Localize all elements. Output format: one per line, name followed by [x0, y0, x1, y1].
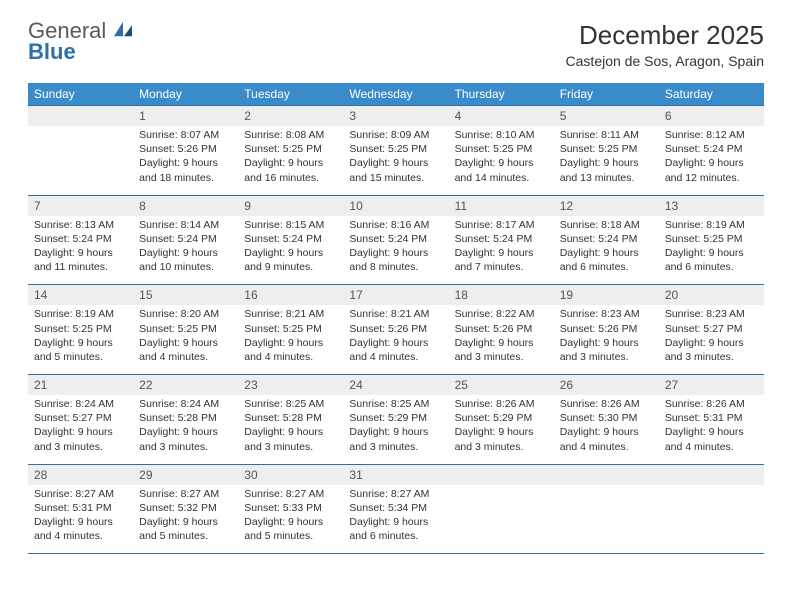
day-header: Monday — [133, 83, 238, 106]
day-num: 22 — [133, 375, 238, 396]
day-num: 30 — [238, 464, 343, 485]
day-info: Sunrise: 8:25 AMSunset: 5:28 PMDaylight:… — [238, 395, 343, 464]
day-num: 13 — [659, 195, 764, 216]
day-header: Wednesday — [343, 83, 448, 106]
day-info: Sunrise: 8:14 AMSunset: 5:24 PMDaylight:… — [133, 216, 238, 285]
day-info — [659, 485, 764, 554]
day-info: Sunrise: 8:21 AMSunset: 5:26 PMDaylight:… — [343, 305, 448, 374]
day-num: 10 — [343, 195, 448, 216]
day-num: 18 — [449, 285, 554, 306]
day-info: 25 — [449, 375, 554, 396]
day-num: 27 — [659, 375, 764, 396]
day-info: Sunrise: 8:25 AMSunset: 5:29 PMDaylight:… — [343, 395, 448, 464]
day-header: Tuesday — [238, 83, 343, 106]
day-num: 26 — [554, 375, 659, 396]
day-info: Sunrise: 8:12 AMSunset: 5:24 PMDaylight:… — [659, 126, 764, 195]
day-num: 11 — [449, 195, 554, 216]
week-info: Sunrise: 8:19 AMSunset: 5:25 PMDaylight:… — [28, 305, 764, 374]
day-info: Sunrise: 8:27 AMSunset: 5:33 PMDaylight:… — [238, 485, 343, 554]
week-nums: 7 8 9 10 11 12 13 — [28, 195, 764, 216]
day-info: Sunrise: 8:27 AMSunset: 5:32 PMDaylight:… — [133, 485, 238, 554]
day-info: Sunrise: 8:17 AMSunset: 5:24 PMDaylight:… — [449, 216, 554, 285]
day-num: 8 — [133, 195, 238, 216]
day-num: 21 — [28, 375, 133, 396]
location: Castejon de Sos, Aragon, Spain — [566, 53, 764, 69]
day-info: Sunrise: 8:24 AMSunset: 5:27 PMDaylight:… — [28, 395, 133, 464]
day-info: Sunrise: 8:13 AMSunset: 5:24 PMDaylight:… — [28, 216, 133, 285]
day-info: Sunrise: 8:26 AMSunset: 5:30 PMDaylight:… — [554, 395, 659, 464]
day-num — [449, 464, 554, 485]
day-info: Sunrise: 8:08 AMSunset: 5:25 PMDaylight:… — [238, 126, 343, 195]
week-info: Sunrise: 8:07 AMSunset: 5:26 PMDaylight:… — [28, 126, 764, 195]
day-num: 2 — [238, 106, 343, 127]
day-info — [554, 485, 659, 554]
logo-line2: Blue — [28, 39, 76, 64]
day-num — [554, 464, 659, 485]
week-nums: 28 29 30 31 — [28, 464, 764, 485]
day-info: Sunrise: 8:19 AMSunset: 5:25 PMDaylight:… — [659, 216, 764, 285]
day-info — [28, 126, 133, 195]
logo-text: General Blue — [28, 20, 134, 63]
logo: General Blue — [28, 20, 134, 63]
title-block: December 2025 Castejon de Sos, Aragon, S… — [566, 20, 764, 69]
day-info: Sunrise: 8:07 AMSunset: 5:26 PMDaylight:… — [133, 126, 238, 195]
day-num: 29 — [133, 464, 238, 485]
page-title: December 2025 — [566, 20, 764, 51]
day-num: 12 — [554, 195, 659, 216]
day-num: 1 — [133, 106, 238, 127]
day-header-row: Sunday Monday Tuesday Wednesday Thursday… — [28, 83, 764, 106]
day-num — [28, 106, 133, 127]
day-num: 4 — [449, 106, 554, 127]
day-num: 20 — [659, 285, 764, 306]
day-info: Sunrise: 8:15 AMSunset: 5:24 PMDaylight:… — [238, 216, 343, 285]
day-num: 7 — [28, 195, 133, 216]
day-header: Saturday — [659, 83, 764, 106]
day-info: Sunrise: 8:16 AMSunset: 5:24 PMDaylight:… — [343, 216, 448, 285]
week-nums: 14 15 16 17 18 19 20 — [28, 285, 764, 306]
week-info: Sunrise: 8:27 AMSunset: 5:31 PMDaylight:… — [28, 485, 764, 554]
week-info: Sunrise: 8:13 AMSunset: 5:24 PMDaylight:… — [28, 216, 764, 285]
day-info: Sunrise: 8:23 AMSunset: 5:27 PMDaylight:… — [659, 305, 764, 374]
day-info: Sunrise: 8:19 AMSunset: 5:25 PMDaylight:… — [28, 305, 133, 374]
day-info: Sunrise: 8:11 AMSunset: 5:25 PMDaylight:… — [554, 126, 659, 195]
day-num: 16 — [238, 285, 343, 306]
day-info: Sunrise: 8:09 AMSunset: 5:25 PMDaylight:… — [343, 126, 448, 195]
day-num — [659, 464, 764, 485]
day-num: 14 — [28, 285, 133, 306]
day-num: 17 — [343, 285, 448, 306]
day-info: Sunrise: 8:27 AMSunset: 5:34 PMDaylight:… — [343, 485, 448, 554]
day-num: 23 — [238, 375, 343, 396]
week-info: Sunrise: 8:24 AMSunset: 5:27 PMDaylight:… — [28, 395, 764, 464]
day-info: Sunrise: 8:21 AMSunset: 5:25 PMDaylight:… — [238, 305, 343, 374]
day-header: Thursday — [449, 83, 554, 106]
day-header: Friday — [554, 83, 659, 106]
day-num: 6 — [659, 106, 764, 127]
day-num: 15 — [133, 285, 238, 306]
day-header: Sunday — [28, 83, 133, 106]
day-info: Sunrise: 8:10 AMSunset: 5:25 PMDaylight:… — [449, 126, 554, 195]
week-nums: 1 2 3 4 5 6 — [28, 106, 764, 127]
day-info: Sunrise: 8:20 AMSunset: 5:25 PMDaylight:… — [133, 305, 238, 374]
calendar-table: Sunday Monday Tuesday Wednesday Thursday… — [28, 83, 764, 554]
day-info — [449, 485, 554, 554]
week-nums: 21 22 23 24 25 26 27 — [28, 375, 764, 396]
day-info: Sunrise: 8:27 AMSunset: 5:31 PMDaylight:… — [28, 485, 133, 554]
day-num: 24 — [343, 375, 448, 396]
day-info: Sunrise: 8:23 AMSunset: 5:26 PMDaylight:… — [554, 305, 659, 374]
day-num: 3 — [343, 106, 448, 127]
day-num: 31 — [343, 464, 448, 485]
day-num: 28 — [28, 464, 133, 485]
day-info: Sunrise: 8:24 AMSunset: 5:28 PMDaylight:… — [133, 395, 238, 464]
day-info: Sunrise: 8:26 AMSunset: 5:29 PMDaylight:… — [449, 395, 554, 464]
day-info: Sunrise: 8:26 AMSunset: 5:31 PMDaylight:… — [659, 395, 764, 464]
day-info: Sunrise: 8:22 AMSunset: 5:26 PMDaylight:… — [449, 305, 554, 374]
logo-sail-icon — [112, 20, 134, 38]
day-num: 9 — [238, 195, 343, 216]
day-num: 5 — [554, 106, 659, 127]
day-info: Sunrise: 8:18 AMSunset: 5:24 PMDaylight:… — [554, 216, 659, 285]
day-num: 19 — [554, 285, 659, 306]
header: General Blue December 2025 Castejon de S… — [28, 20, 764, 69]
